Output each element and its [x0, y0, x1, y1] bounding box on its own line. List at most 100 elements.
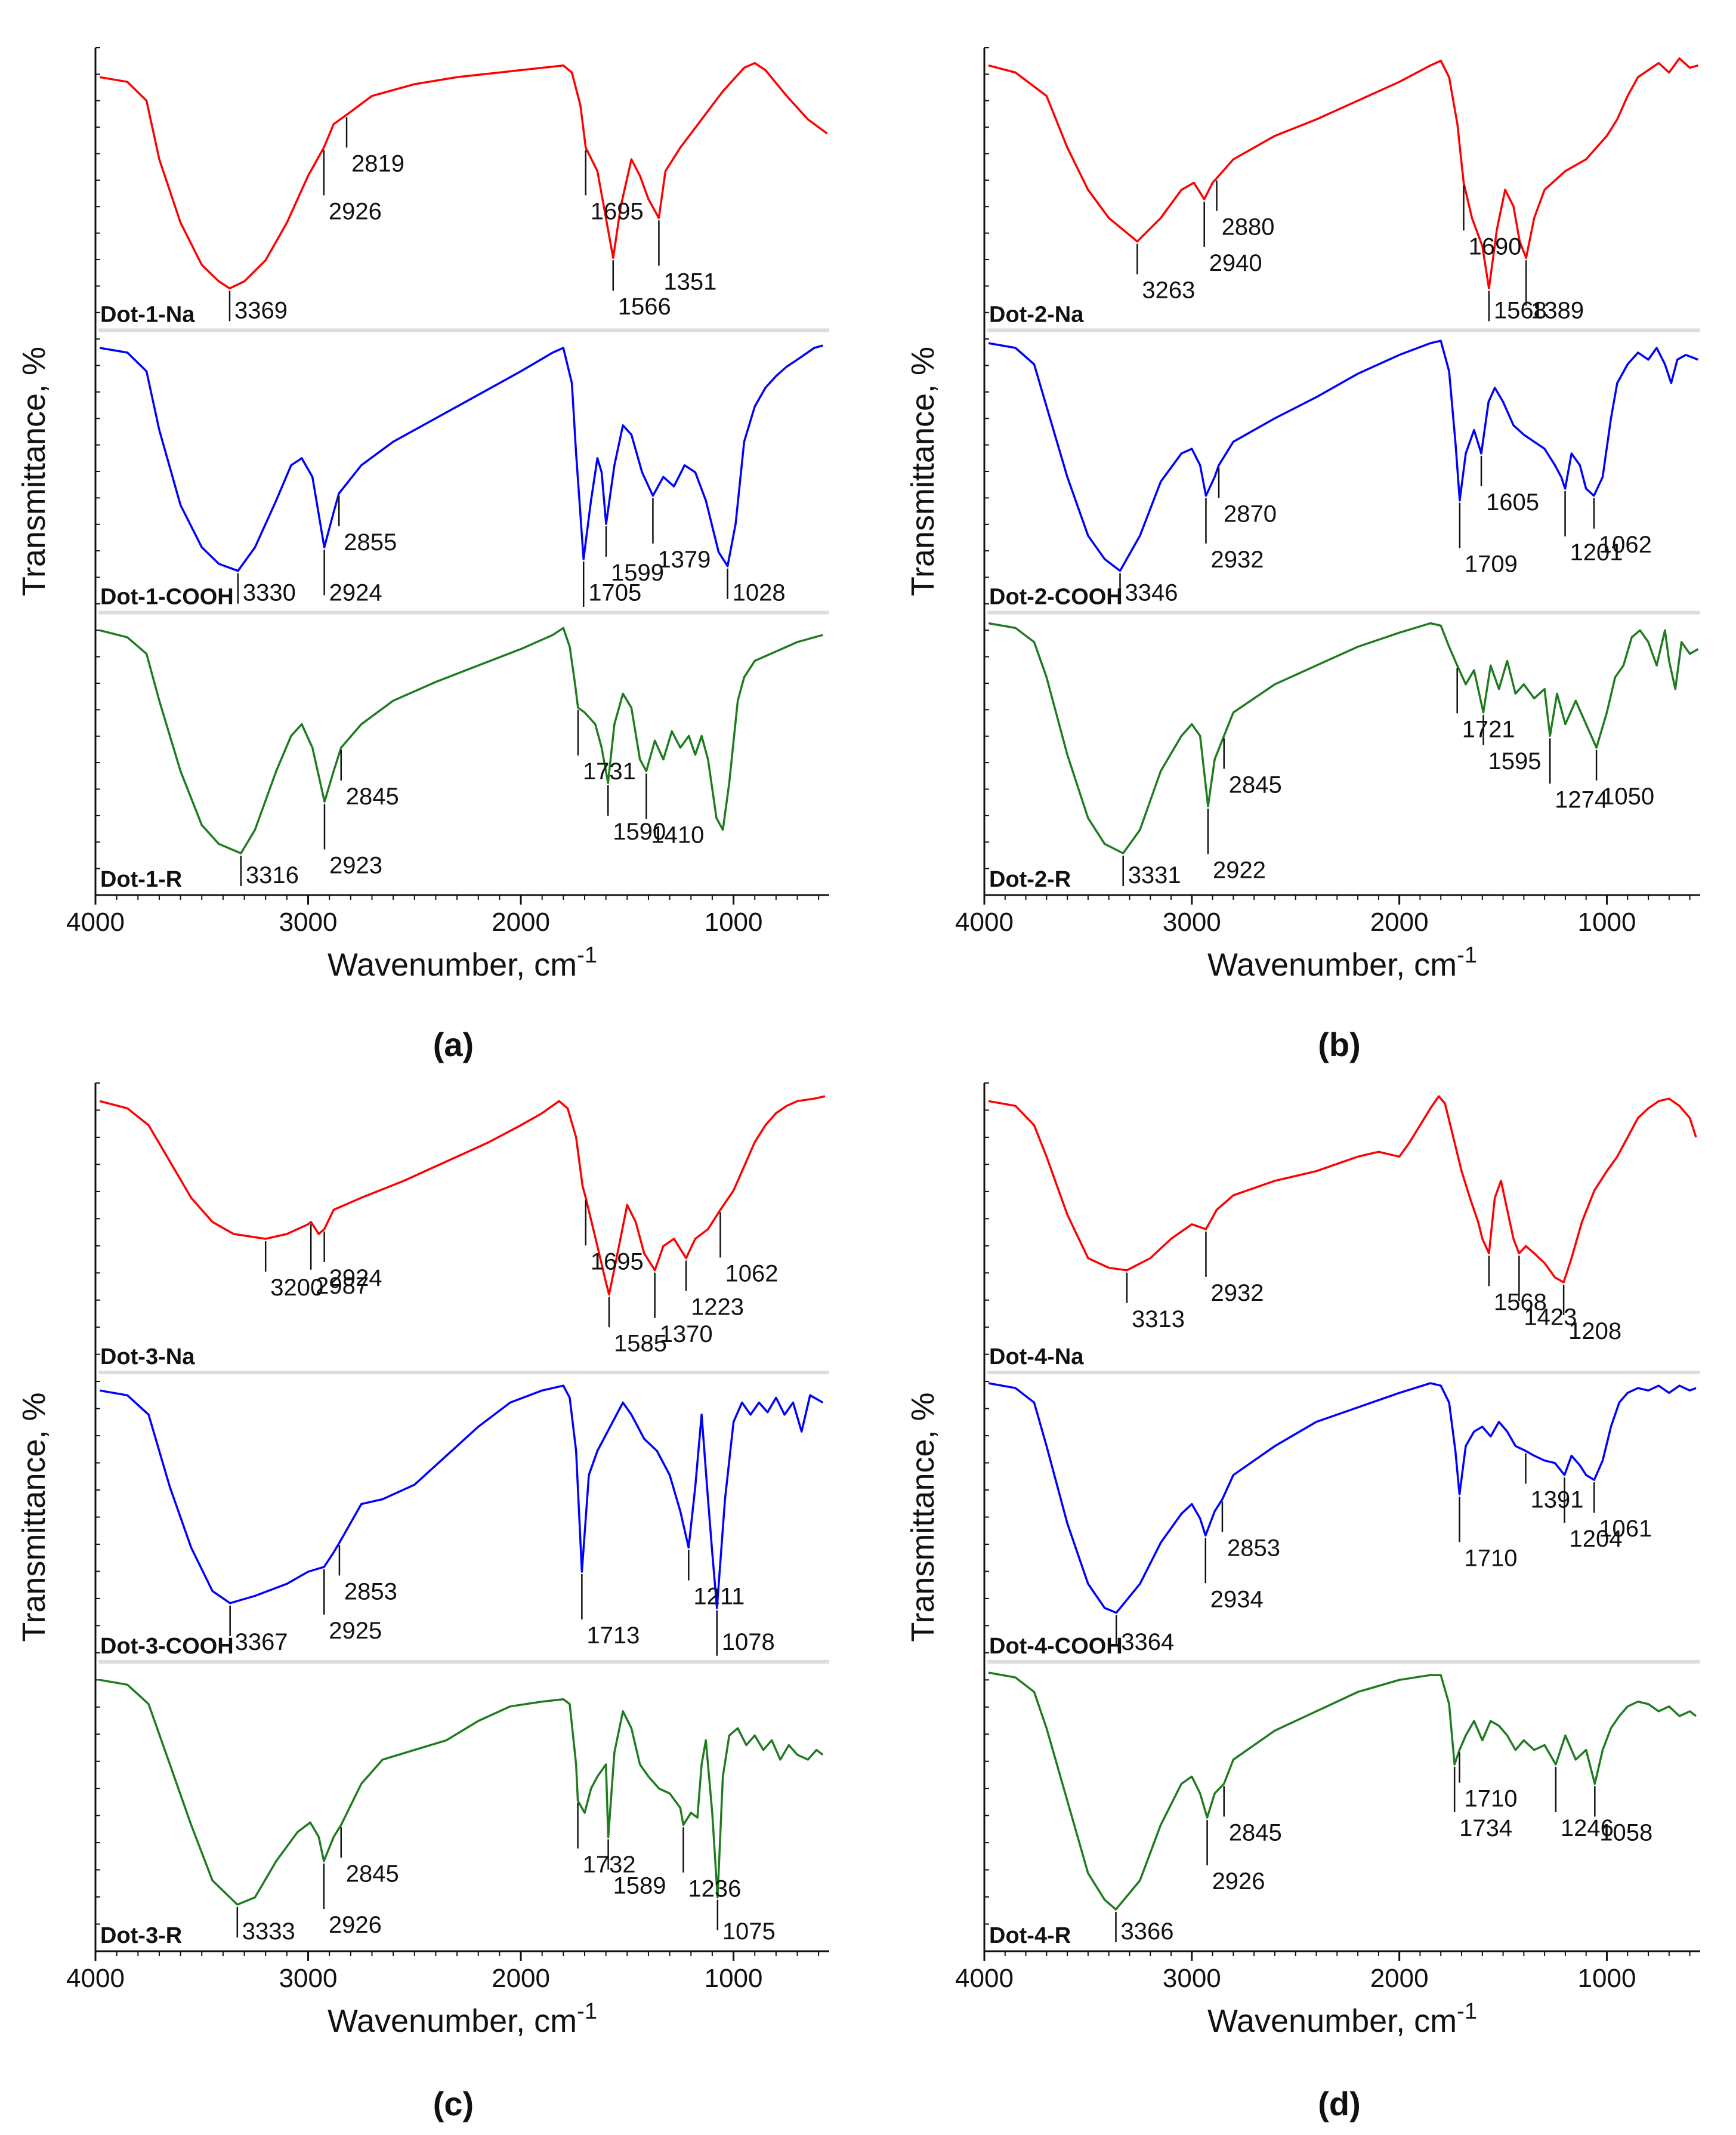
peak-label: 3263	[1142, 277, 1195, 304]
peak-label: 3313	[1132, 1306, 1185, 1332]
x-tick-label: 3000	[279, 1964, 338, 1993]
spectrum-line	[988, 1382, 1697, 1614]
sample-label: Dot-2-R	[989, 867, 1071, 892]
spectrum-line	[988, 622, 1699, 854]
spectrum-line	[99, 344, 823, 572]
peak-label: 1370	[660, 1321, 713, 1347]
x-tick-label: 2000	[1370, 908, 1429, 937]
spectrum-line	[988, 57, 1698, 290]
x-axis-title: Wavenumber, cm-1	[328, 1999, 597, 2039]
peak-label: 1690	[1468, 233, 1521, 260]
x-tick-label: 4000	[955, 1964, 1014, 1993]
x-tick-label: 2000	[492, 908, 550, 937]
peak-label: 1590	[613, 819, 666, 845]
peak-label: 3200	[270, 1275, 323, 1301]
x-axis-title-text: Wavenumber, cm	[1207, 2003, 1457, 2039]
peak-label: 2880	[1222, 214, 1275, 240]
sample-label: Dot-3-Na	[100, 1344, 195, 1369]
sample-label: Dot-1-COOH	[100, 585, 234, 610]
panel-b: 4000 3000 2000 1000 Wavenumber, cm-1 Transmit…	[905, 47, 1700, 1063]
peak-label: 1568	[1494, 297, 1547, 323]
peak-label: 2922	[1213, 857, 1266, 883]
peak-label: 2845	[346, 1861, 399, 1887]
sample-label: Dot-1-Na	[100, 302, 195, 327]
spectrum-line	[988, 1095, 1697, 1284]
peak-label: 3364	[1121, 1629, 1174, 1655]
x-axis-title-exponent: -1	[577, 943, 597, 968]
x-tick-label: 2000	[492, 1964, 550, 1993]
peak-label: 1211	[693, 1584, 745, 1610]
peak-label: 2853	[1227, 1535, 1280, 1562]
sample-label: Dot-3-R	[100, 1923, 182, 1948]
sample-label: Dot-2-COOH	[989, 585, 1123, 610]
x-tick-label: 4000	[66, 1964, 125, 1993]
peak-label: 2845	[346, 783, 399, 810]
x-axis-title-exponent: -1	[1457, 1999, 1477, 2024]
peak-label: 2925	[329, 1618, 382, 1644]
peak-label: 1566	[618, 294, 671, 320]
peak-label: 1732	[583, 1852, 636, 1878]
peak-label: 1028	[733, 580, 786, 606]
panel-label: (b)	[1318, 1026, 1361, 1063]
peak-label: 3346	[1125, 580, 1178, 606]
peak-label: 2853	[344, 1578, 397, 1605]
sample-label: Dot-4-Na	[989, 1344, 1084, 1369]
peak-label: 1389	[1531, 297, 1584, 323]
peak-label: 1585	[614, 1330, 667, 1356]
panel-label: (c)	[433, 2085, 474, 2122]
peak-label: 1075	[722, 1918, 776, 1945]
peak-label: 2924	[329, 580, 382, 606]
spectrum-line	[988, 340, 1699, 572]
x-axis-title-exponent: -1	[577, 1999, 597, 2024]
x-tick-label: 3000	[279, 908, 338, 937]
x-axis-title-exponent: -1	[1457, 943, 1477, 968]
peak-label: 1351	[663, 269, 716, 295]
peak-label: 2855	[344, 529, 397, 556]
peak-label: 2845	[1229, 772, 1282, 798]
peak-label: 2819	[351, 150, 404, 177]
spectrum-line	[988, 1671, 1697, 1911]
x-axis-title-text: Wavenumber, cm	[1207, 947, 1457, 983]
peak-label: 3369	[234, 297, 288, 323]
peak-label: 2923	[329, 852, 382, 878]
panel-c: 4000 3000 2000 1000 Wavenumber, cm-1 Transmit…	[16, 1082, 829, 2122]
peak-label: 2987	[316, 1273, 369, 1299]
peak-label: 1705	[588, 580, 641, 606]
spectrum-line	[99, 1384, 824, 1609]
x-axis-title-text: Wavenumber, cm	[328, 947, 577, 983]
x-tick-label: 2000	[1370, 1964, 1429, 1993]
y-axis-title: Transmittance, %	[905, 1392, 941, 1642]
peak-label: 1058	[1599, 1819, 1652, 1846]
x-tick-label: 3000	[1163, 1964, 1221, 1993]
peak-label: 1236	[688, 1875, 741, 1902]
spectrum-line	[99, 61, 828, 290]
sample-label: Dot-4-COOH	[989, 1634, 1123, 1659]
y-axis-title: Transmittance, %	[16, 1392, 52, 1642]
peak-label: 1274	[1555, 786, 1608, 813]
peak-label: 3331	[1128, 862, 1181, 888]
peak-label: 1391	[1530, 1487, 1583, 1513]
y-axis-title: Transmittance, %	[905, 347, 941, 596]
peak-label: 1599	[611, 560, 664, 586]
peak-label: 1734	[1459, 1815, 1512, 1841]
sample-label: Dot-3-COOH	[100, 1634, 234, 1659]
x-tick-label: 1000	[1578, 908, 1636, 937]
panel-d: 4000 3000 2000 1000 Wavenumber, cm-1 Transmit…	[905, 1082, 1700, 2122]
peak-label: 1061	[1599, 1516, 1652, 1542]
peak-label: 2926	[1212, 1868, 1265, 1895]
x-axis-title: Wavenumber, cm-1	[1207, 943, 1477, 983]
x-tick-label: 1000	[1578, 1964, 1636, 1993]
peak-label: 2926	[329, 198, 382, 224]
peak-label: 1379	[657, 547, 711, 573]
peak-label: 3367	[235, 1629, 288, 1655]
panel-a: 4000 3000 2000 1000 Wavenumber, cm-1 Transmit…	[16, 47, 829, 1063]
peak-label: 1589	[613, 1873, 666, 1899]
spectrum-line	[99, 627, 823, 854]
x-axis-title: Wavenumber, cm-1	[328, 943, 597, 983]
